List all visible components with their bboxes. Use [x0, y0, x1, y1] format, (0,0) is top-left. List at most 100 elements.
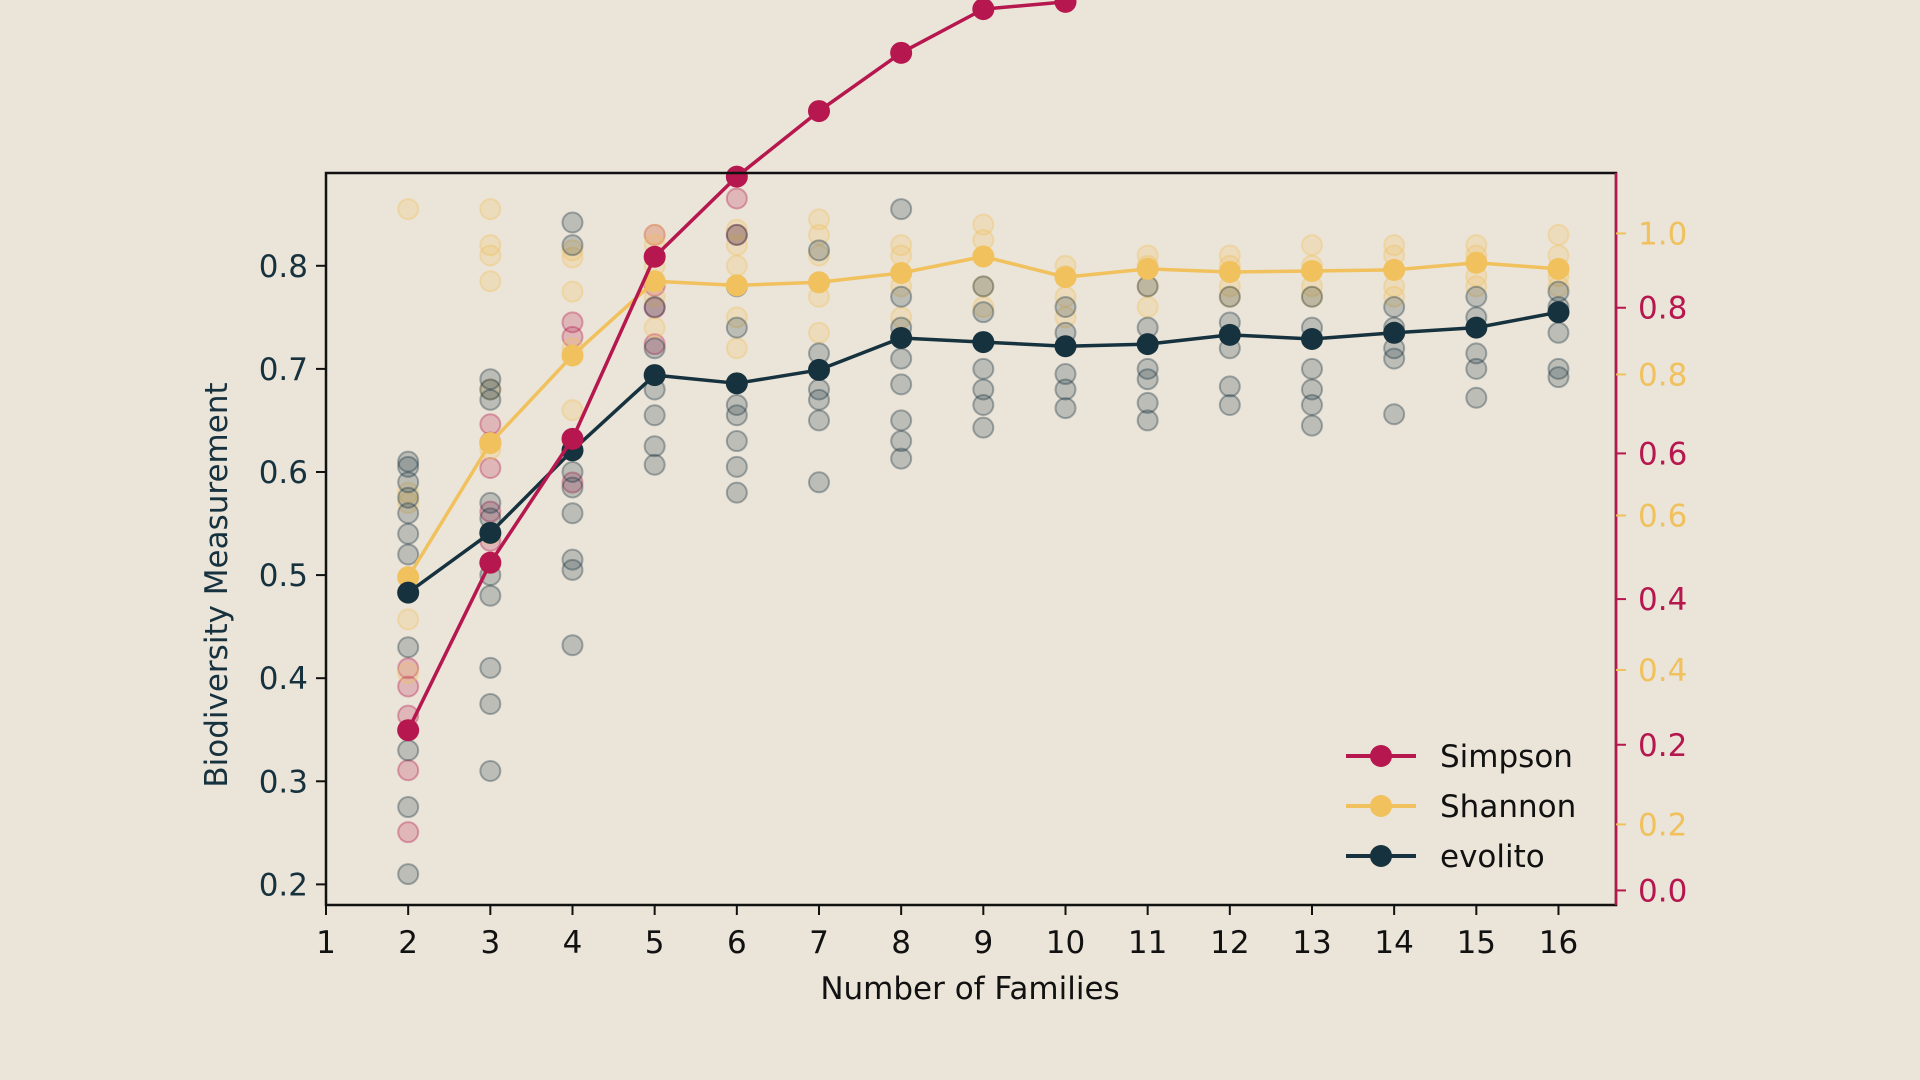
evolito-scatter-point	[1054, 378, 1077, 401]
legend-marker-evolito	[1370, 845, 1392, 867]
evolito-scatter-point	[972, 416, 995, 439]
x-tick-label: 5	[645, 925, 665, 961]
legend-item-simpson: Simpson	[1346, 739, 1573, 775]
shannon-scatter-point	[972, 296, 995, 319]
evolito-scatter-point	[397, 636, 420, 659]
simpson-mean-point	[397, 719, 420, 742]
evolito-scatter-point	[561, 634, 584, 657]
evolito-mean-point	[890, 326, 913, 349]
x-tick-label: 14	[1374, 925, 1413, 961]
simpson-scatter-point	[479, 456, 502, 479]
simpson-scatter-point	[561, 311, 584, 334]
evolito-mean-point	[479, 521, 502, 544]
x-tick-label: 7	[809, 925, 829, 961]
evolito-scatter-point	[1300, 414, 1323, 437]
shannon-mean-point	[1547, 257, 1570, 280]
evolito-scatter-point	[397, 486, 420, 509]
evolito-scatter-point	[1465, 357, 1488, 380]
evolito-scatter-point	[561, 211, 584, 234]
simpson-scatter-point	[725, 187, 748, 210]
evolito-scatter-point	[479, 584, 502, 607]
evolito-scatter-point	[890, 430, 913, 453]
evolito-scatter-point	[972, 301, 995, 324]
evolito-scatter-point	[1054, 363, 1077, 386]
simpson-mean-point	[972, 0, 995, 21]
shannon-scatter-point	[479, 234, 502, 257]
evolito-mean-point	[1383, 321, 1406, 344]
shannon-scatter-point	[1547, 223, 1570, 246]
evolito-scatter-point	[1218, 393, 1241, 416]
shannon-mean-point	[479, 432, 502, 455]
shannon-mean-point	[561, 344, 584, 367]
evolito-scatter-point	[643, 435, 666, 458]
simpson-tick-label: 0.6	[1638, 436, 1687, 472]
legend-marker-shannon	[1370, 795, 1392, 817]
simpson-mean-point	[725, 165, 748, 188]
evolito-scatter-point	[397, 522, 420, 545]
evolito-scatter-point	[479, 378, 502, 401]
scatter-layer	[397, 187, 1570, 886]
evolito-scatter-point	[1383, 403, 1406, 426]
evolito-scatter-point	[807, 409, 830, 432]
simpson-tick-label: 0.8	[1638, 291, 1687, 327]
simpson-tick-label: 0.2	[1638, 728, 1687, 764]
evolito-scatter-point	[1300, 357, 1323, 380]
evolito-scatter-point	[1136, 368, 1159, 391]
x-tick-label: 15	[1457, 925, 1496, 961]
x-tick-label: 2	[398, 925, 418, 961]
evolito-mean-point	[807, 358, 830, 381]
shannon-scatter-point	[561, 399, 584, 422]
y-axis-label: Biodiversity Measurement	[199, 382, 235, 787]
evolito-scatter-point	[725, 404, 748, 427]
evolito-scatter-point	[397, 543, 420, 566]
x-axis-label: Number of Families	[820, 971, 1119, 1007]
shannon-scatter-point	[725, 234, 748, 257]
shannon-mean-point	[725, 274, 748, 297]
legend: Simpson Shannon evolito	[1346, 739, 1576, 875]
simpson-scatter-point	[397, 759, 420, 782]
evolito-scatter-point	[890, 447, 913, 470]
evolito-scatter-point	[397, 863, 420, 886]
evolito-scatter-point	[397, 739, 420, 762]
shannon-scatter-point	[397, 481, 420, 504]
shannon-scatter-point	[1465, 275, 1488, 298]
y-tick-label: 0.8	[259, 249, 308, 285]
evolito-scatter-point	[725, 316, 748, 339]
shannon-scatter-point	[725, 337, 748, 360]
evolito-scatter-point	[397, 471, 420, 494]
x-tick-label: 10	[1046, 925, 1085, 961]
shannon-scatter-point	[725, 254, 748, 277]
shannon-mean-point	[397, 566, 420, 589]
simpson-scatter-point	[643, 223, 666, 246]
evolito-scatter-point	[479, 759, 502, 782]
shannon-scatter-point	[1218, 285, 1241, 308]
simpson-mean-point	[479, 551, 502, 574]
simpson-scatter-point	[397, 821, 420, 844]
legend-item-shannon: Shannon	[1346, 789, 1576, 825]
plot-area	[397, 0, 1570, 886]
shannon-scatter-point	[1054, 306, 1077, 329]
lines-layer	[397, 0, 1570, 742]
simpson-tick-label: 0.4	[1638, 582, 1687, 618]
evolito-scatter-point	[561, 476, 584, 499]
simpson-scatter-point	[479, 413, 502, 436]
evolito-scatter-point	[561, 234, 584, 257]
evolito-scatter-point	[1136, 357, 1159, 380]
simpson-mean-point	[807, 100, 830, 123]
simpson-scatter-point	[561, 471, 584, 494]
evolito-mean-point	[397, 581, 420, 604]
shannon-scatter-point	[643, 316, 666, 339]
evolito-scatter-point	[1136, 391, 1159, 414]
evolito-scatter-point	[397, 455, 420, 478]
shannon-mean-point	[1054, 266, 1077, 289]
simpson-scatter-point	[643, 333, 666, 356]
shannon-mean-point	[972, 245, 995, 268]
shannon-scatter-point	[1383, 285, 1406, 308]
y-tick-label: 0.5	[259, 558, 308, 594]
shannon-scatter-point	[1383, 234, 1406, 257]
evolito-scatter-point	[643, 453, 666, 476]
x-tick-label: 1	[316, 925, 336, 961]
shannon-scatter-point	[972, 275, 995, 298]
evolito-scatter-point	[1054, 397, 1077, 420]
